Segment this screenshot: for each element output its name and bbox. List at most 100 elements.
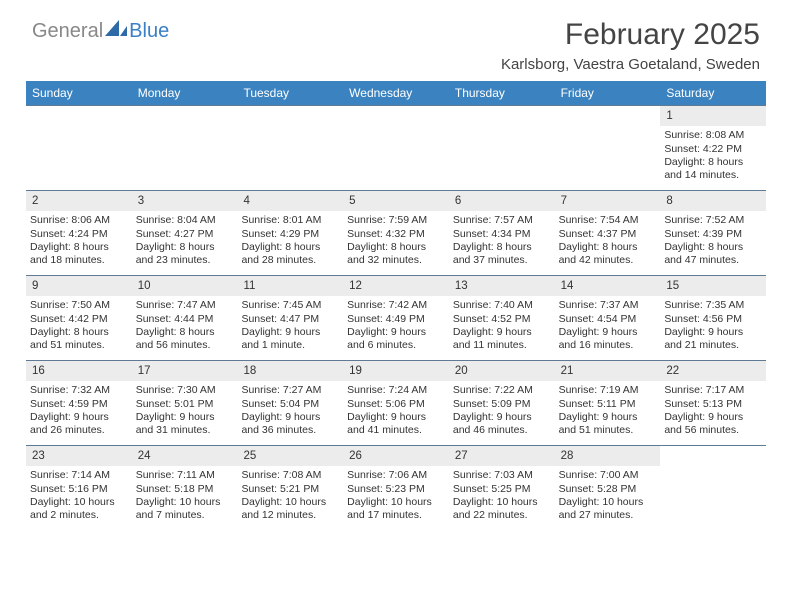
day-sunset: Sunset: 5:25 PM (453, 483, 551, 496)
day-dl2: and 47 minutes. (664, 254, 762, 267)
day-cell: 27Sunrise: 7:03 AMSunset: 5:25 PMDayligh… (449, 446, 555, 530)
day-sunrise: Sunrise: 7:52 AM (664, 214, 762, 227)
day-sunrise: Sunrise: 7:37 AM (559, 299, 657, 312)
day-dl1: Daylight: 9 hours (241, 326, 339, 339)
dow-cell: Sunday (26, 81, 132, 105)
day-cell: 22Sunrise: 7:17 AMSunset: 5:13 PMDayligh… (660, 361, 766, 445)
day-dl2: and 18 minutes. (30, 254, 128, 267)
day-sunrise: Sunrise: 7:45 AM (241, 299, 339, 312)
day-sunrise: Sunrise: 7:06 AM (347, 469, 445, 482)
day-number: 19 (343, 361, 449, 381)
day-dl1: Daylight: 8 hours (241, 241, 339, 254)
day-sunset: Sunset: 5:04 PM (241, 398, 339, 411)
day-dl2: and 1 minute. (241, 339, 339, 352)
day-cell: 6Sunrise: 7:57 AMSunset: 4:34 PMDaylight… (449, 191, 555, 275)
day-number: 18 (237, 361, 343, 381)
day-sunrise: Sunrise: 7:03 AM (453, 469, 551, 482)
day-number: 27 (449, 446, 555, 466)
day-dl2: and 36 minutes. (241, 424, 339, 437)
day-cell: 8Sunrise: 7:52 AMSunset: 4:39 PMDaylight… (660, 191, 766, 275)
logo-text-right: Blue (129, 20, 169, 43)
day-cell: 5Sunrise: 7:59 AMSunset: 4:32 PMDaylight… (343, 191, 449, 275)
day-sunrise: Sunrise: 7:08 AM (241, 469, 339, 482)
day-cell: 14Sunrise: 7:37 AMSunset: 4:54 PMDayligh… (555, 276, 661, 360)
day-cell: 26Sunrise: 7:06 AMSunset: 5:23 PMDayligh… (343, 446, 449, 530)
week-row: 9Sunrise: 7:50 AMSunset: 4:42 PMDaylight… (26, 275, 766, 360)
day-cell (132, 106, 238, 190)
day-dl1: Daylight: 10 hours (347, 496, 445, 509)
day-dl1: Daylight: 8 hours (30, 241, 128, 254)
day-sunset: Sunset: 4:42 PM (30, 313, 128, 326)
day-sunrise: Sunrise: 7:35 AM (664, 299, 762, 312)
day-sunset: Sunset: 4:47 PM (241, 313, 339, 326)
day-number: 8 (660, 191, 766, 211)
day-dl1: Daylight: 8 hours (136, 241, 234, 254)
dow-cell: Tuesday (237, 81, 343, 105)
day-sunrise: Sunrise: 7:19 AM (559, 384, 657, 397)
day-number: 14 (555, 276, 661, 296)
day-dl2: and 6 minutes. (347, 339, 445, 352)
day-dl1: Daylight: 10 hours (30, 496, 128, 509)
day-cell: 15Sunrise: 7:35 AMSunset: 4:56 PMDayligh… (660, 276, 766, 360)
day-sunrise: Sunrise: 7:11 AM (136, 469, 234, 482)
day-cell: 9Sunrise: 7:50 AMSunset: 4:42 PMDaylight… (26, 276, 132, 360)
day-sunset: Sunset: 4:24 PM (30, 228, 128, 241)
day-dl1: Daylight: 10 hours (241, 496, 339, 509)
day-number: 22 (660, 361, 766, 381)
day-cell (449, 106, 555, 190)
day-dl2: and 51 minutes. (30, 339, 128, 352)
day-number: 26 (343, 446, 449, 466)
day-number: 5 (343, 191, 449, 211)
day-number: 2 (26, 191, 132, 211)
day-sunrise: Sunrise: 7:59 AM (347, 214, 445, 227)
day-sunrise: Sunrise: 8:08 AM (664, 129, 762, 142)
day-number: 16 (26, 361, 132, 381)
day-number: 21 (555, 361, 661, 381)
day-sunset: Sunset: 4:29 PM (241, 228, 339, 241)
day-cell: 20Sunrise: 7:22 AMSunset: 5:09 PMDayligh… (449, 361, 555, 445)
day-sunrise: Sunrise: 7:57 AM (453, 214, 551, 227)
day-sunset: Sunset: 4:34 PM (453, 228, 551, 241)
week-row: 16Sunrise: 7:32 AMSunset: 4:59 PMDayligh… (26, 360, 766, 445)
day-number: 4 (237, 191, 343, 211)
day-cell: 13Sunrise: 7:40 AMSunset: 4:52 PMDayligh… (449, 276, 555, 360)
day-sunrise: Sunrise: 7:00 AM (559, 469, 657, 482)
day-sunset: Sunset: 4:22 PM (664, 143, 762, 156)
day-sunset: Sunset: 5:18 PM (136, 483, 234, 496)
dow-cell: Thursday (449, 81, 555, 105)
day-dl2: and 2 minutes. (30, 509, 128, 522)
dow-cell: Monday (132, 81, 238, 105)
day-cell (237, 106, 343, 190)
day-dl2: and 31 minutes. (136, 424, 234, 437)
day-dl1: Daylight: 9 hours (347, 326, 445, 339)
day-dl2: and 42 minutes. (559, 254, 657, 267)
day-sunset: Sunset: 4:32 PM (347, 228, 445, 241)
day-cell (660, 446, 766, 530)
day-cell: 2 Sunrise: 8:06 AMSunset: 4:24 PMDaylight… (26, 191, 132, 275)
day-sunset: Sunset: 4:44 PM (136, 313, 234, 326)
day-dl1: Daylight: 9 hours (347, 411, 445, 424)
day-sunrise: Sunrise: 7:17 AM (664, 384, 762, 397)
day-number: 1 (660, 106, 766, 126)
day-sunrise: Sunrise: 7:42 AM (347, 299, 445, 312)
day-dl2: and 14 minutes. (664, 169, 762, 182)
day-cell: 24Sunrise: 7:11 AMSunset: 5:18 PMDayligh… (132, 446, 238, 530)
day-dl2: and 17 minutes. (347, 509, 445, 522)
day-number: 20 (449, 361, 555, 381)
day-sunset: Sunset: 4:59 PM (30, 398, 128, 411)
day-dl1: Daylight: 8 hours (559, 241, 657, 254)
week-row: 23Sunrise: 7:14 AMSunset: 5:16 PMDayligh… (26, 445, 766, 530)
day-number: 7 (555, 191, 661, 211)
logo: General Blue (32, 18, 169, 44)
day-dl2: and 56 minutes. (664, 424, 762, 437)
day-number: 17 (132, 361, 238, 381)
day-dl1: Daylight: 9 hours (241, 411, 339, 424)
day-cell (26, 106, 132, 190)
day-cell: 7Sunrise: 7:54 AMSunset: 4:37 PMDaylight… (555, 191, 661, 275)
dow-row: SundayMondayTuesdayWednesdayThursdayFrid… (26, 81, 766, 105)
day-sunrise: Sunrise: 8:06 AM (30, 214, 128, 227)
day-dl2: and 22 minutes. (453, 509, 551, 522)
day-cell: 19Sunrise: 7:24 AMSunset: 5:06 PMDayligh… (343, 361, 449, 445)
day-sunset: Sunset: 4:52 PM (453, 313, 551, 326)
day-cell: 11Sunrise: 7:45 AMSunset: 4:47 PMDayligh… (237, 276, 343, 360)
